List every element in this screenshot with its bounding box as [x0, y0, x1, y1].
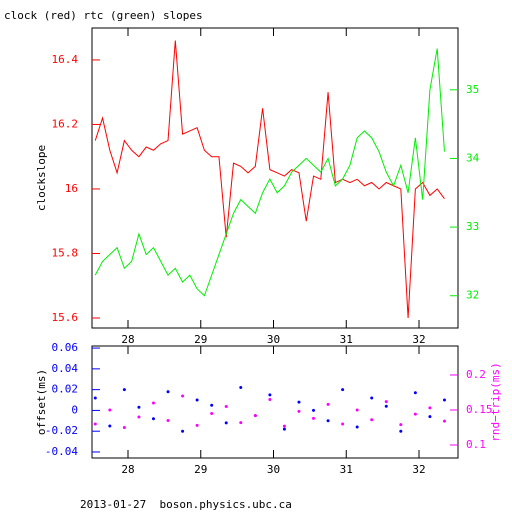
y-tick-label: -0.04	[45, 445, 78, 458]
y-tick-label: 0.02	[52, 383, 79, 396]
y2-tick-label: 32	[466, 289, 479, 302]
y2-tick-label: 0.15	[466, 403, 493, 416]
x-tick-label: 28	[121, 463, 134, 476]
x-tick-label: 29	[194, 463, 207, 476]
plot-frame	[91, 345, 459, 459]
y-tick-label: 0.06	[52, 341, 79, 354]
data-point	[312, 408, 316, 412]
data-point	[384, 404, 388, 408]
data-point	[355, 408, 359, 412]
data-point	[413, 391, 417, 395]
data-point	[370, 418, 374, 422]
plot-frame	[91, 27, 459, 329]
data-point	[312, 416, 316, 420]
data-point	[181, 394, 185, 398]
data-point	[137, 415, 141, 419]
data-point	[297, 409, 301, 413]
data-point	[224, 404, 228, 408]
y-tick-label: 15.8	[52, 246, 79, 259]
data-point	[399, 423, 403, 427]
data-point	[341, 388, 345, 392]
data-point	[399, 429, 403, 433]
data-point	[224, 421, 228, 425]
y2-tick-label: 35	[466, 83, 479, 96]
y2-axis-label: rnd−trip(ms)	[489, 362, 502, 441]
y-tick-label: 15.6	[52, 311, 79, 324]
data-point	[137, 405, 141, 409]
data-point	[239, 386, 243, 390]
x-tick-label: 30	[267, 333, 280, 346]
data-point	[108, 424, 112, 428]
data-point	[108, 408, 112, 412]
data-point	[326, 419, 330, 423]
data-point	[370, 396, 374, 400]
y2-tick-label: 33	[466, 220, 479, 233]
y-tick-label: 16.4	[52, 53, 79, 66]
data-point	[297, 400, 301, 404]
data-point	[413, 412, 417, 416]
y-tick-label: -0.02	[45, 424, 78, 437]
data-point	[355, 425, 359, 429]
x-tick-label: 31	[340, 333, 353, 346]
y-axis-label: offset(ms)	[35, 369, 48, 435]
data-point	[210, 411, 214, 415]
data-point	[210, 403, 214, 407]
footer: 2013-01-27 boson.physics.ubc.ca	[80, 498, 292, 511]
data-line	[94, 40, 445, 319]
data-point	[93, 422, 97, 426]
data-point	[166, 418, 170, 422]
data-line	[94, 48, 445, 297]
y-tick-label: 16	[65, 182, 78, 195]
chart-title: clock (red) rtc (green) slopes	[4, 9, 203, 22]
y2-tick-label: 0.2	[466, 368, 486, 381]
data-point	[239, 421, 243, 425]
data-point	[122, 425, 126, 429]
data-point	[195, 398, 199, 402]
data-point	[195, 423, 199, 427]
y2-tick-label: 34	[466, 151, 480, 164]
data-point	[181, 429, 185, 433]
data-point	[442, 419, 446, 423]
y-tick-label: 0.04	[52, 362, 79, 375]
x-tick-label: 31	[340, 463, 353, 476]
x-tick-label: 32	[412, 333, 425, 346]
data-point	[428, 406, 432, 410]
x-tick-label: 29	[194, 333, 207, 346]
y2-tick-label: 0.1	[466, 438, 486, 451]
x-tick-label: 30	[267, 463, 280, 476]
data-point	[282, 427, 286, 431]
data-point	[93, 396, 97, 400]
data-point	[122, 388, 126, 392]
data-point	[341, 422, 345, 426]
data-point	[151, 417, 155, 421]
y-tick-label: 16.2	[52, 117, 79, 130]
y-tick-label: 0	[71, 403, 78, 416]
data-point	[428, 415, 432, 419]
data-point	[253, 414, 257, 418]
data-point	[442, 398, 446, 402]
data-point	[384, 400, 388, 404]
data-point	[326, 402, 330, 406]
data-point	[166, 390, 170, 394]
data-point	[268, 397, 272, 401]
data-point	[268, 393, 272, 397]
y-axis-label: clockslope	[35, 145, 48, 211]
data-point	[282, 424, 286, 428]
x-tick-label: 28	[121, 333, 134, 346]
x-tick-label: 32	[412, 463, 425, 476]
data-point	[151, 401, 155, 405]
